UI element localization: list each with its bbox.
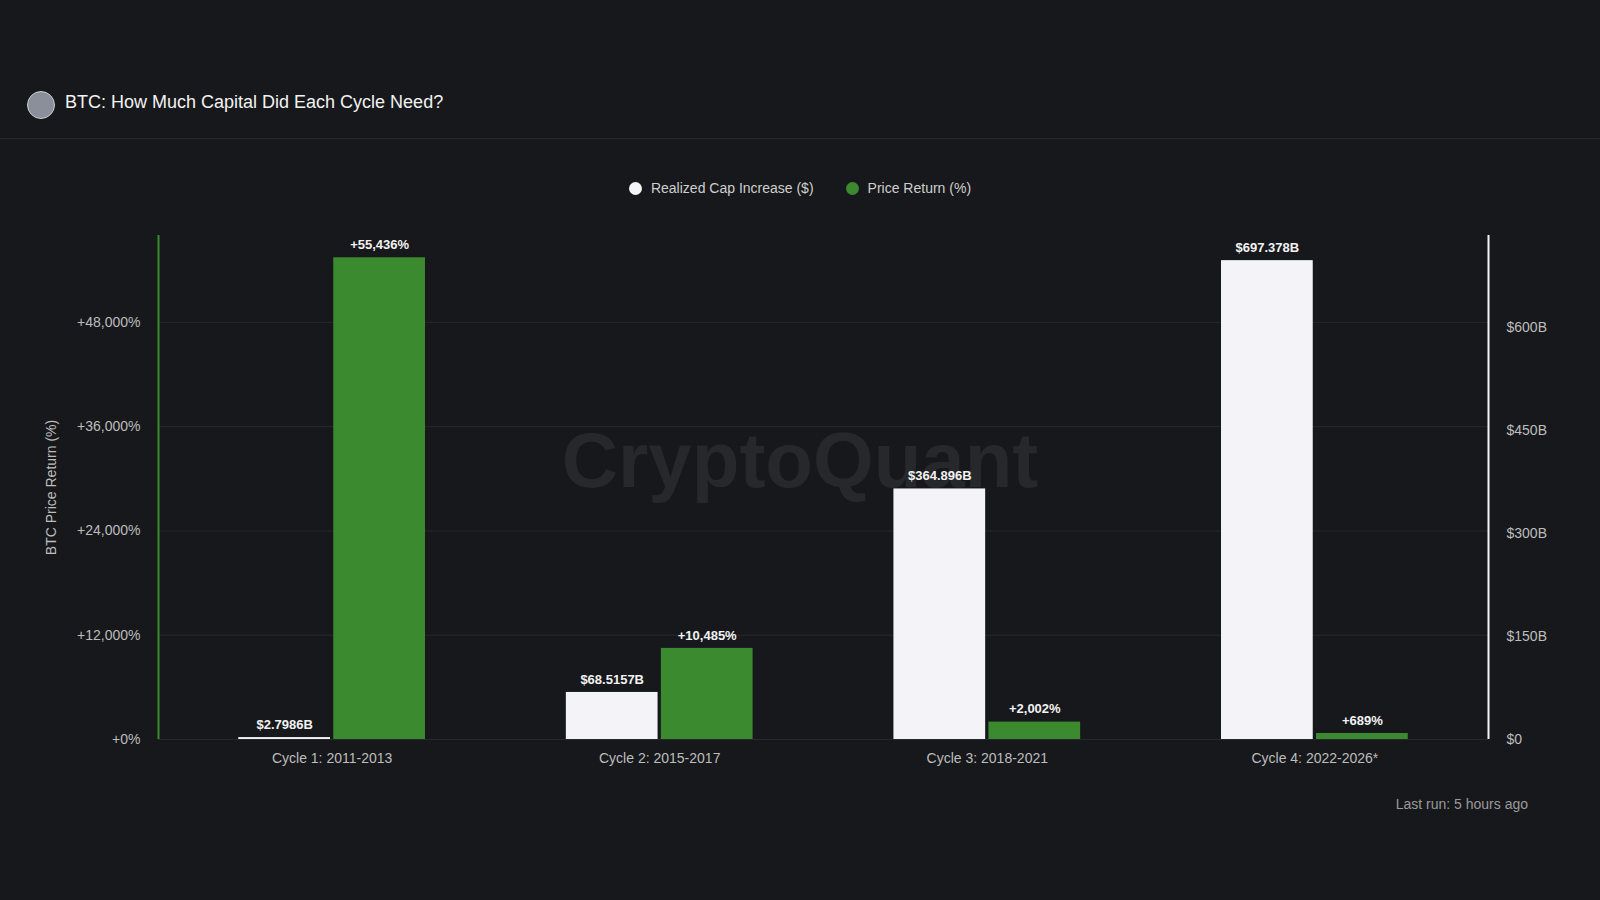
svg-text:$697.378B: $697.378B: [1236, 240, 1300, 255]
svg-text:$2.7986B: $2.7986B: [256, 717, 312, 732]
svg-text:Cycle 2: 2015-2017: Cycle 2: 2015-2017: [599, 750, 721, 766]
svg-text:+36,000%: +36,000%: [77, 418, 140, 434]
svg-text:+2,002%: +2,002%: [1009, 701, 1061, 716]
svg-text:$300B: $300B: [1507, 525, 1547, 541]
svg-text:BTC Price Return (%): BTC Price Return (%): [43, 420, 59, 555]
svg-text:$0: $0: [1507, 731, 1523, 747]
svg-text:+12,000%: +12,000%: [77, 627, 140, 643]
svg-text:+689%: +689%: [1342, 713, 1383, 728]
svg-text:+48,000%: +48,000%: [77, 314, 140, 330]
svg-text:+10,485%: +10,485%: [678, 628, 737, 643]
svg-text:$450B: $450B: [1507, 422, 1547, 438]
svg-text:$150B: $150B: [1507, 628, 1547, 644]
svg-text:+0%: +0%: [112, 731, 140, 747]
svg-text:Cycle 1: 2011-2013: Cycle 1: 2011-2013: [272, 750, 393, 766]
svg-text:$600B: $600B: [1507, 319, 1547, 335]
svg-text:Cycle 4: 2022-2026*: Cycle 4: 2022-2026*: [1251, 750, 1378, 766]
svg-text:Cycle 3: 2018-2021: Cycle 3: 2018-2021: [927, 750, 1049, 766]
svg-text:$364.896B: $364.896B: [908, 468, 972, 483]
svg-text:+55,436%: +55,436%: [350, 237, 409, 252]
svg-text:+24,000%: +24,000%: [77, 522, 140, 538]
svg-text:$68.5157B: $68.5157B: [580, 672, 644, 687]
